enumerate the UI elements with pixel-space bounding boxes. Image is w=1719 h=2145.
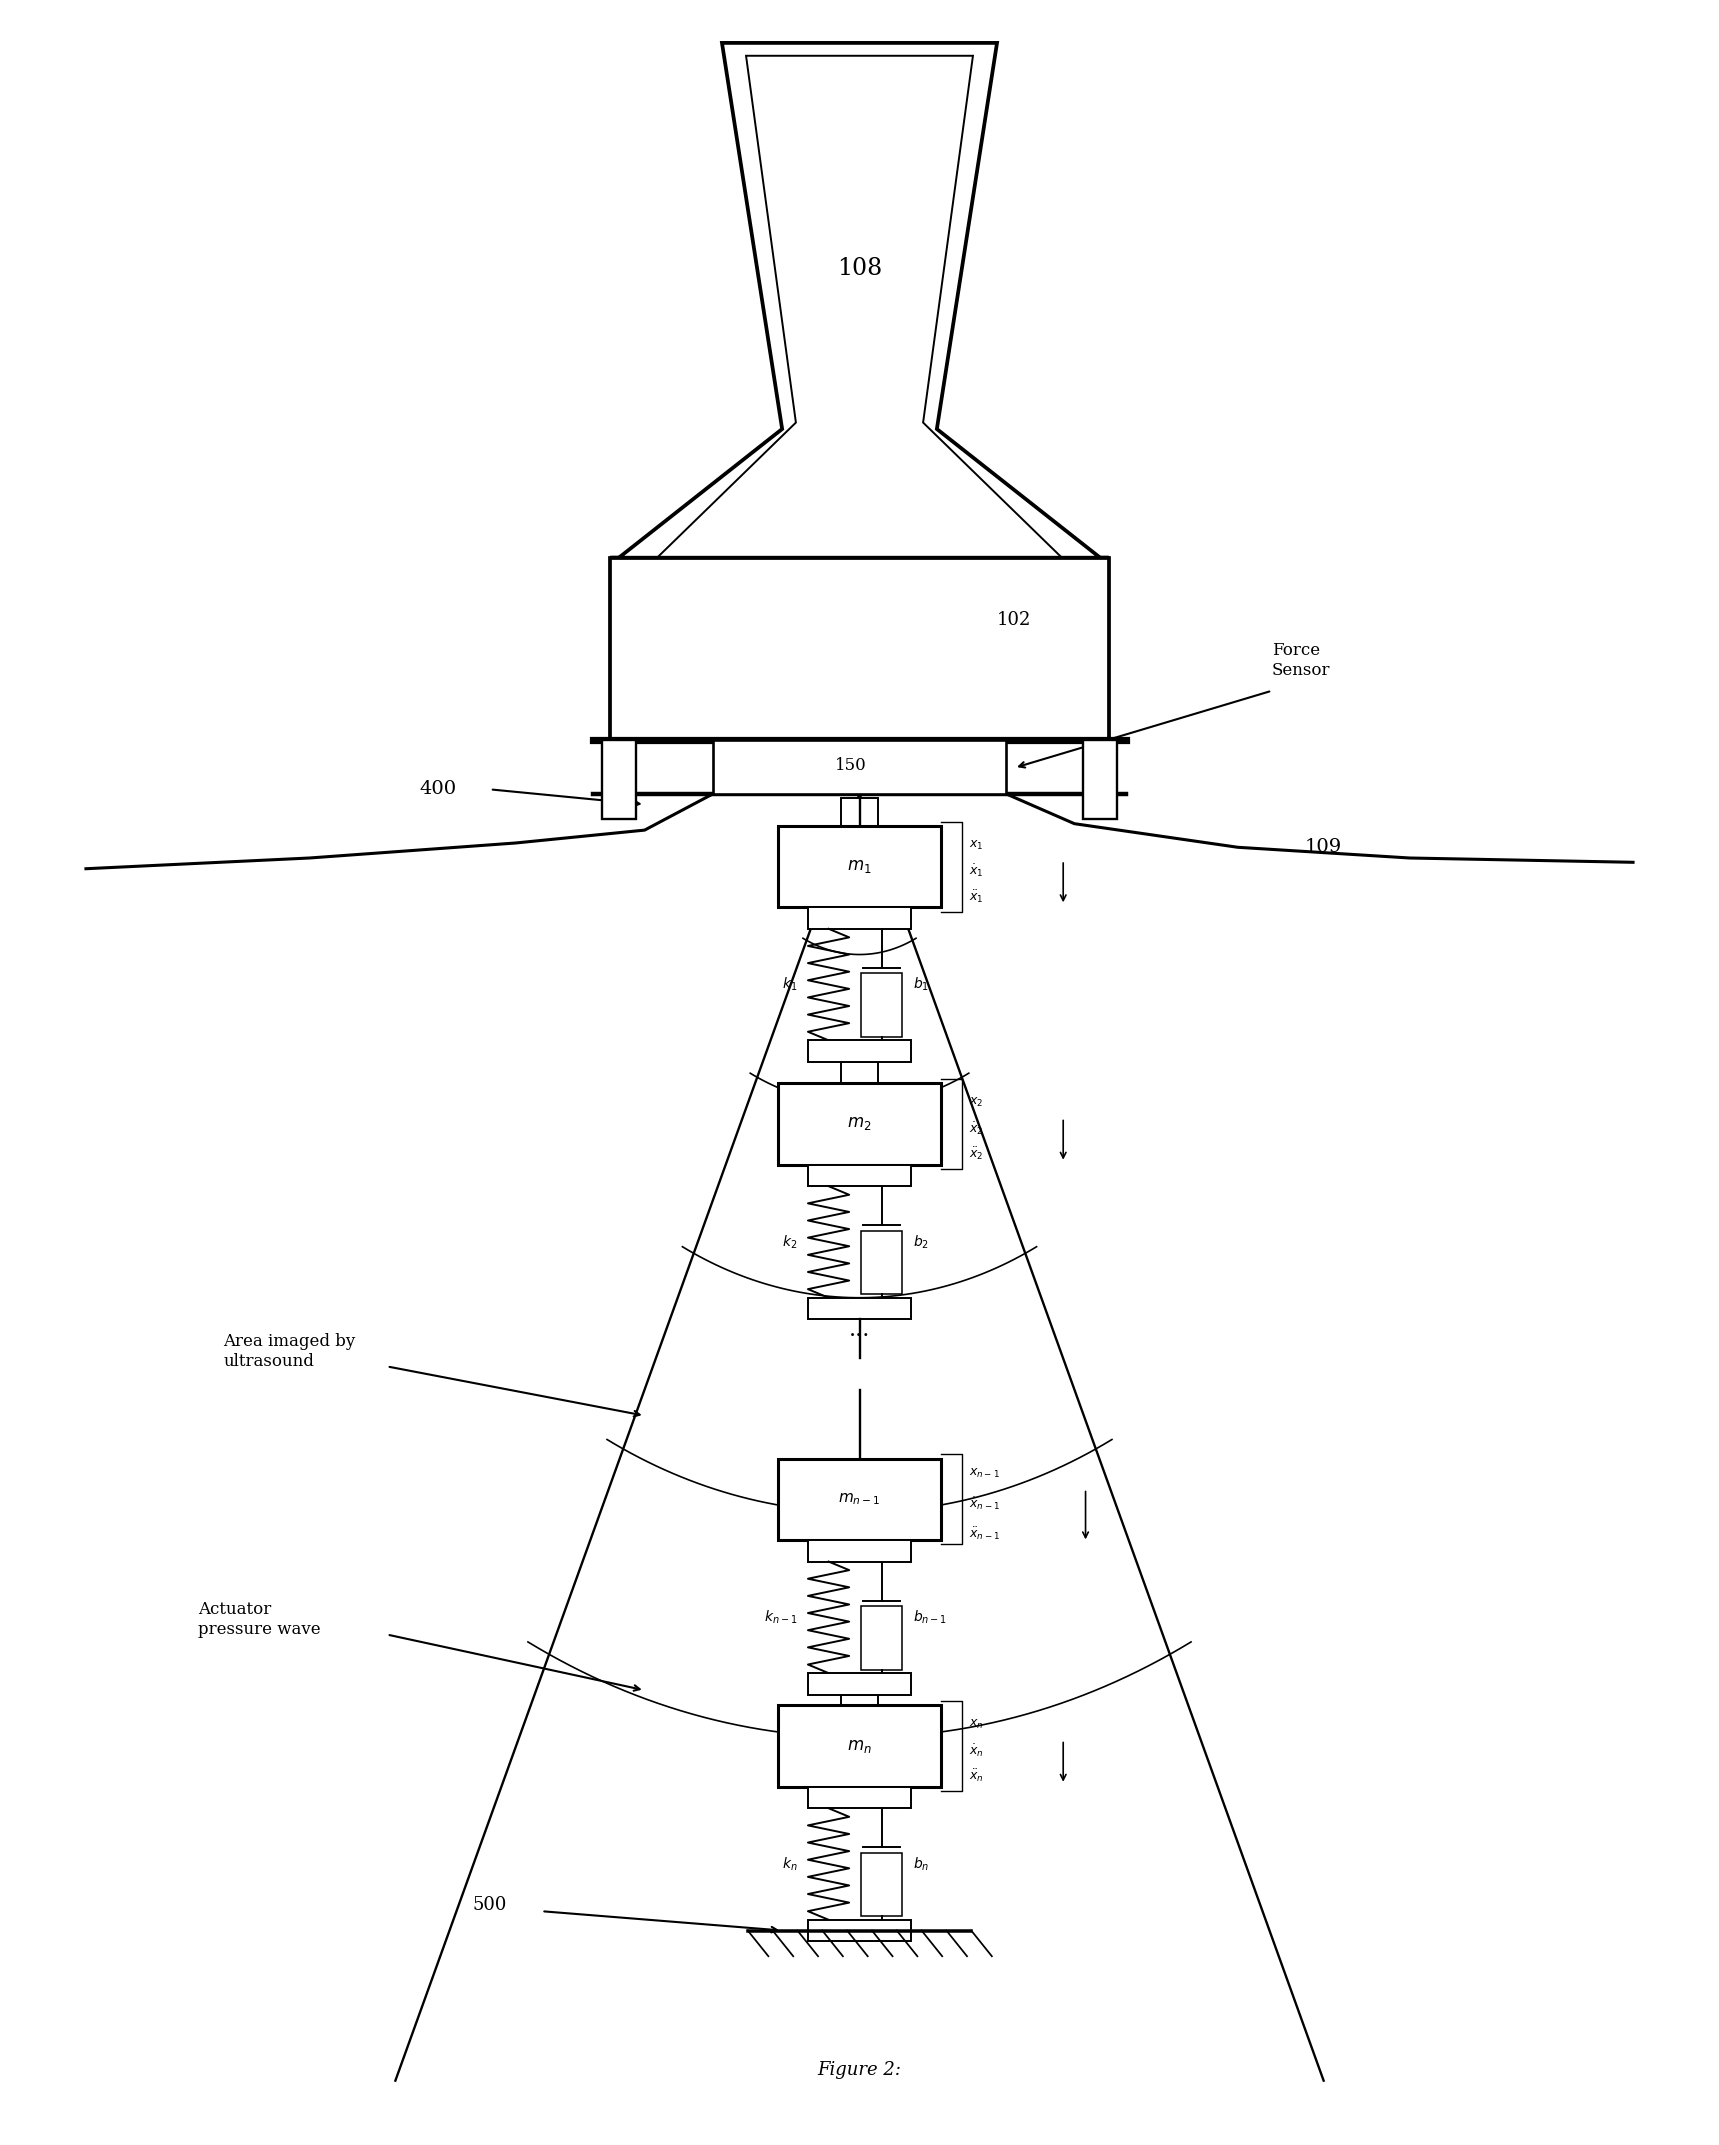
Text: $k_{n-1}$: $k_{n-1}$ xyxy=(765,1609,798,1626)
Bar xyxy=(841,798,878,826)
Text: 102: 102 xyxy=(997,611,1031,628)
Text: $k_2$: $k_2$ xyxy=(782,1233,798,1251)
Text: $m_n$: $m_n$ xyxy=(847,1737,872,1755)
Text: Actuator
pressure wave: Actuator pressure wave xyxy=(198,1600,320,1639)
Text: 500: 500 xyxy=(473,1896,507,1913)
Text: $m_1$: $m_1$ xyxy=(847,858,872,875)
Bar xyxy=(808,1540,911,1562)
Bar xyxy=(808,1165,911,1186)
Text: $\ddot{x}_1$: $\ddot{x}_1$ xyxy=(970,888,983,905)
Text: $x_1$: $x_1$ xyxy=(970,839,983,852)
Text: ...: ... xyxy=(849,1319,870,1341)
Bar xyxy=(777,1705,942,1787)
Text: $\dot{x}_1$: $\dot{x}_1$ xyxy=(970,862,983,879)
Bar xyxy=(861,1607,902,1669)
Text: Force
Sensor: Force Sensor xyxy=(1272,641,1331,680)
Text: Figure 2:: Figure 2: xyxy=(818,2061,901,2079)
Text: $k_n$: $k_n$ xyxy=(782,1855,798,1873)
Bar xyxy=(861,974,902,1036)
Text: $\ddot{x}_2$: $\ddot{x}_2$ xyxy=(970,1145,983,1163)
Text: 400: 400 xyxy=(419,781,457,798)
Text: $x_2$: $x_2$ xyxy=(970,1096,983,1109)
Bar xyxy=(610,558,1109,740)
Text: $m_2$: $m_2$ xyxy=(847,1115,872,1133)
Bar xyxy=(808,1787,911,1808)
Text: 109: 109 xyxy=(1305,839,1343,856)
Text: $x_n$: $x_n$ xyxy=(970,1718,983,1731)
Text: 150: 150 xyxy=(835,757,866,774)
Text: $b_n$: $b_n$ xyxy=(913,1855,928,1873)
Text: $b_1$: $b_1$ xyxy=(913,976,928,993)
Text: $\dot{x}_2$: $\dot{x}_2$ xyxy=(970,1120,983,1137)
Bar xyxy=(777,826,942,907)
Bar xyxy=(777,1459,942,1540)
Bar xyxy=(808,1673,911,1695)
Bar xyxy=(861,1853,902,1915)
Text: $m_{n-1}$: $m_{n-1}$ xyxy=(839,1491,880,1508)
Bar xyxy=(777,1083,942,1165)
Text: $\ddot{x}_n$: $\ddot{x}_n$ xyxy=(970,1767,983,1785)
Text: $k_1$: $k_1$ xyxy=(782,976,798,993)
Text: $b_{n-1}$: $b_{n-1}$ xyxy=(913,1609,947,1626)
Text: $\dot{x}_{n-1}$: $\dot{x}_{n-1}$ xyxy=(970,1495,999,1512)
Bar xyxy=(808,1040,911,1062)
Text: $\dot{x}_n$: $\dot{x}_n$ xyxy=(970,1742,983,1759)
Bar xyxy=(808,907,911,929)
Bar xyxy=(808,1920,911,1941)
Text: $\ddot{x}_{n-1}$: $\ddot{x}_{n-1}$ xyxy=(970,1525,999,1542)
Text: 108: 108 xyxy=(837,257,882,279)
Bar xyxy=(602,740,636,819)
Bar xyxy=(1083,740,1117,819)
Bar xyxy=(808,1298,911,1319)
Bar xyxy=(861,1231,902,1293)
Text: Area imaged by
ultrasound: Area imaged by ultrasound xyxy=(223,1332,356,1371)
Bar xyxy=(841,1930,878,1941)
Bar xyxy=(841,1695,878,1705)
Text: $x_{n-1}$: $x_{n-1}$ xyxy=(970,1467,999,1480)
Bar xyxy=(841,1062,878,1083)
Bar xyxy=(713,740,1006,794)
Text: $b_2$: $b_2$ xyxy=(913,1233,928,1251)
